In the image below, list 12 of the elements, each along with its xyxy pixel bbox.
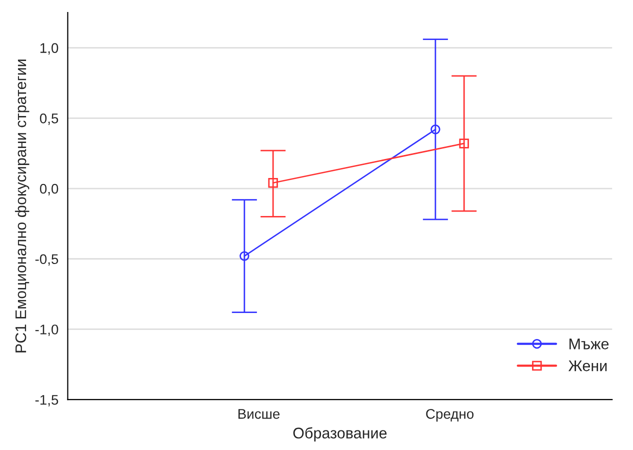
y-tick-label: 0,5 bbox=[40, 113, 58, 125]
y-tick-label: -1,5 bbox=[35, 395, 58, 406]
y-tick-label: -1,0 bbox=[35, 324, 58, 336]
legend-label: Мъже bbox=[570, 338, 609, 350]
x-tick-label: Средно bbox=[426, 408, 474, 422]
y-tick-label: -0,5 bbox=[35, 254, 58, 266]
y-tick-label: 0,0 bbox=[40, 184, 58, 196]
legend-label: Жени bbox=[568, 360, 607, 372]
x-axis-title: Образование bbox=[293, 427, 387, 442]
x-tick-label: Висше bbox=[238, 409, 280, 419]
y-axis-title: PC1 Емоционално фокусирани стратегии bbox=[14, 60, 30, 352]
y-tick-label: 1,0 bbox=[40, 43, 58, 55]
